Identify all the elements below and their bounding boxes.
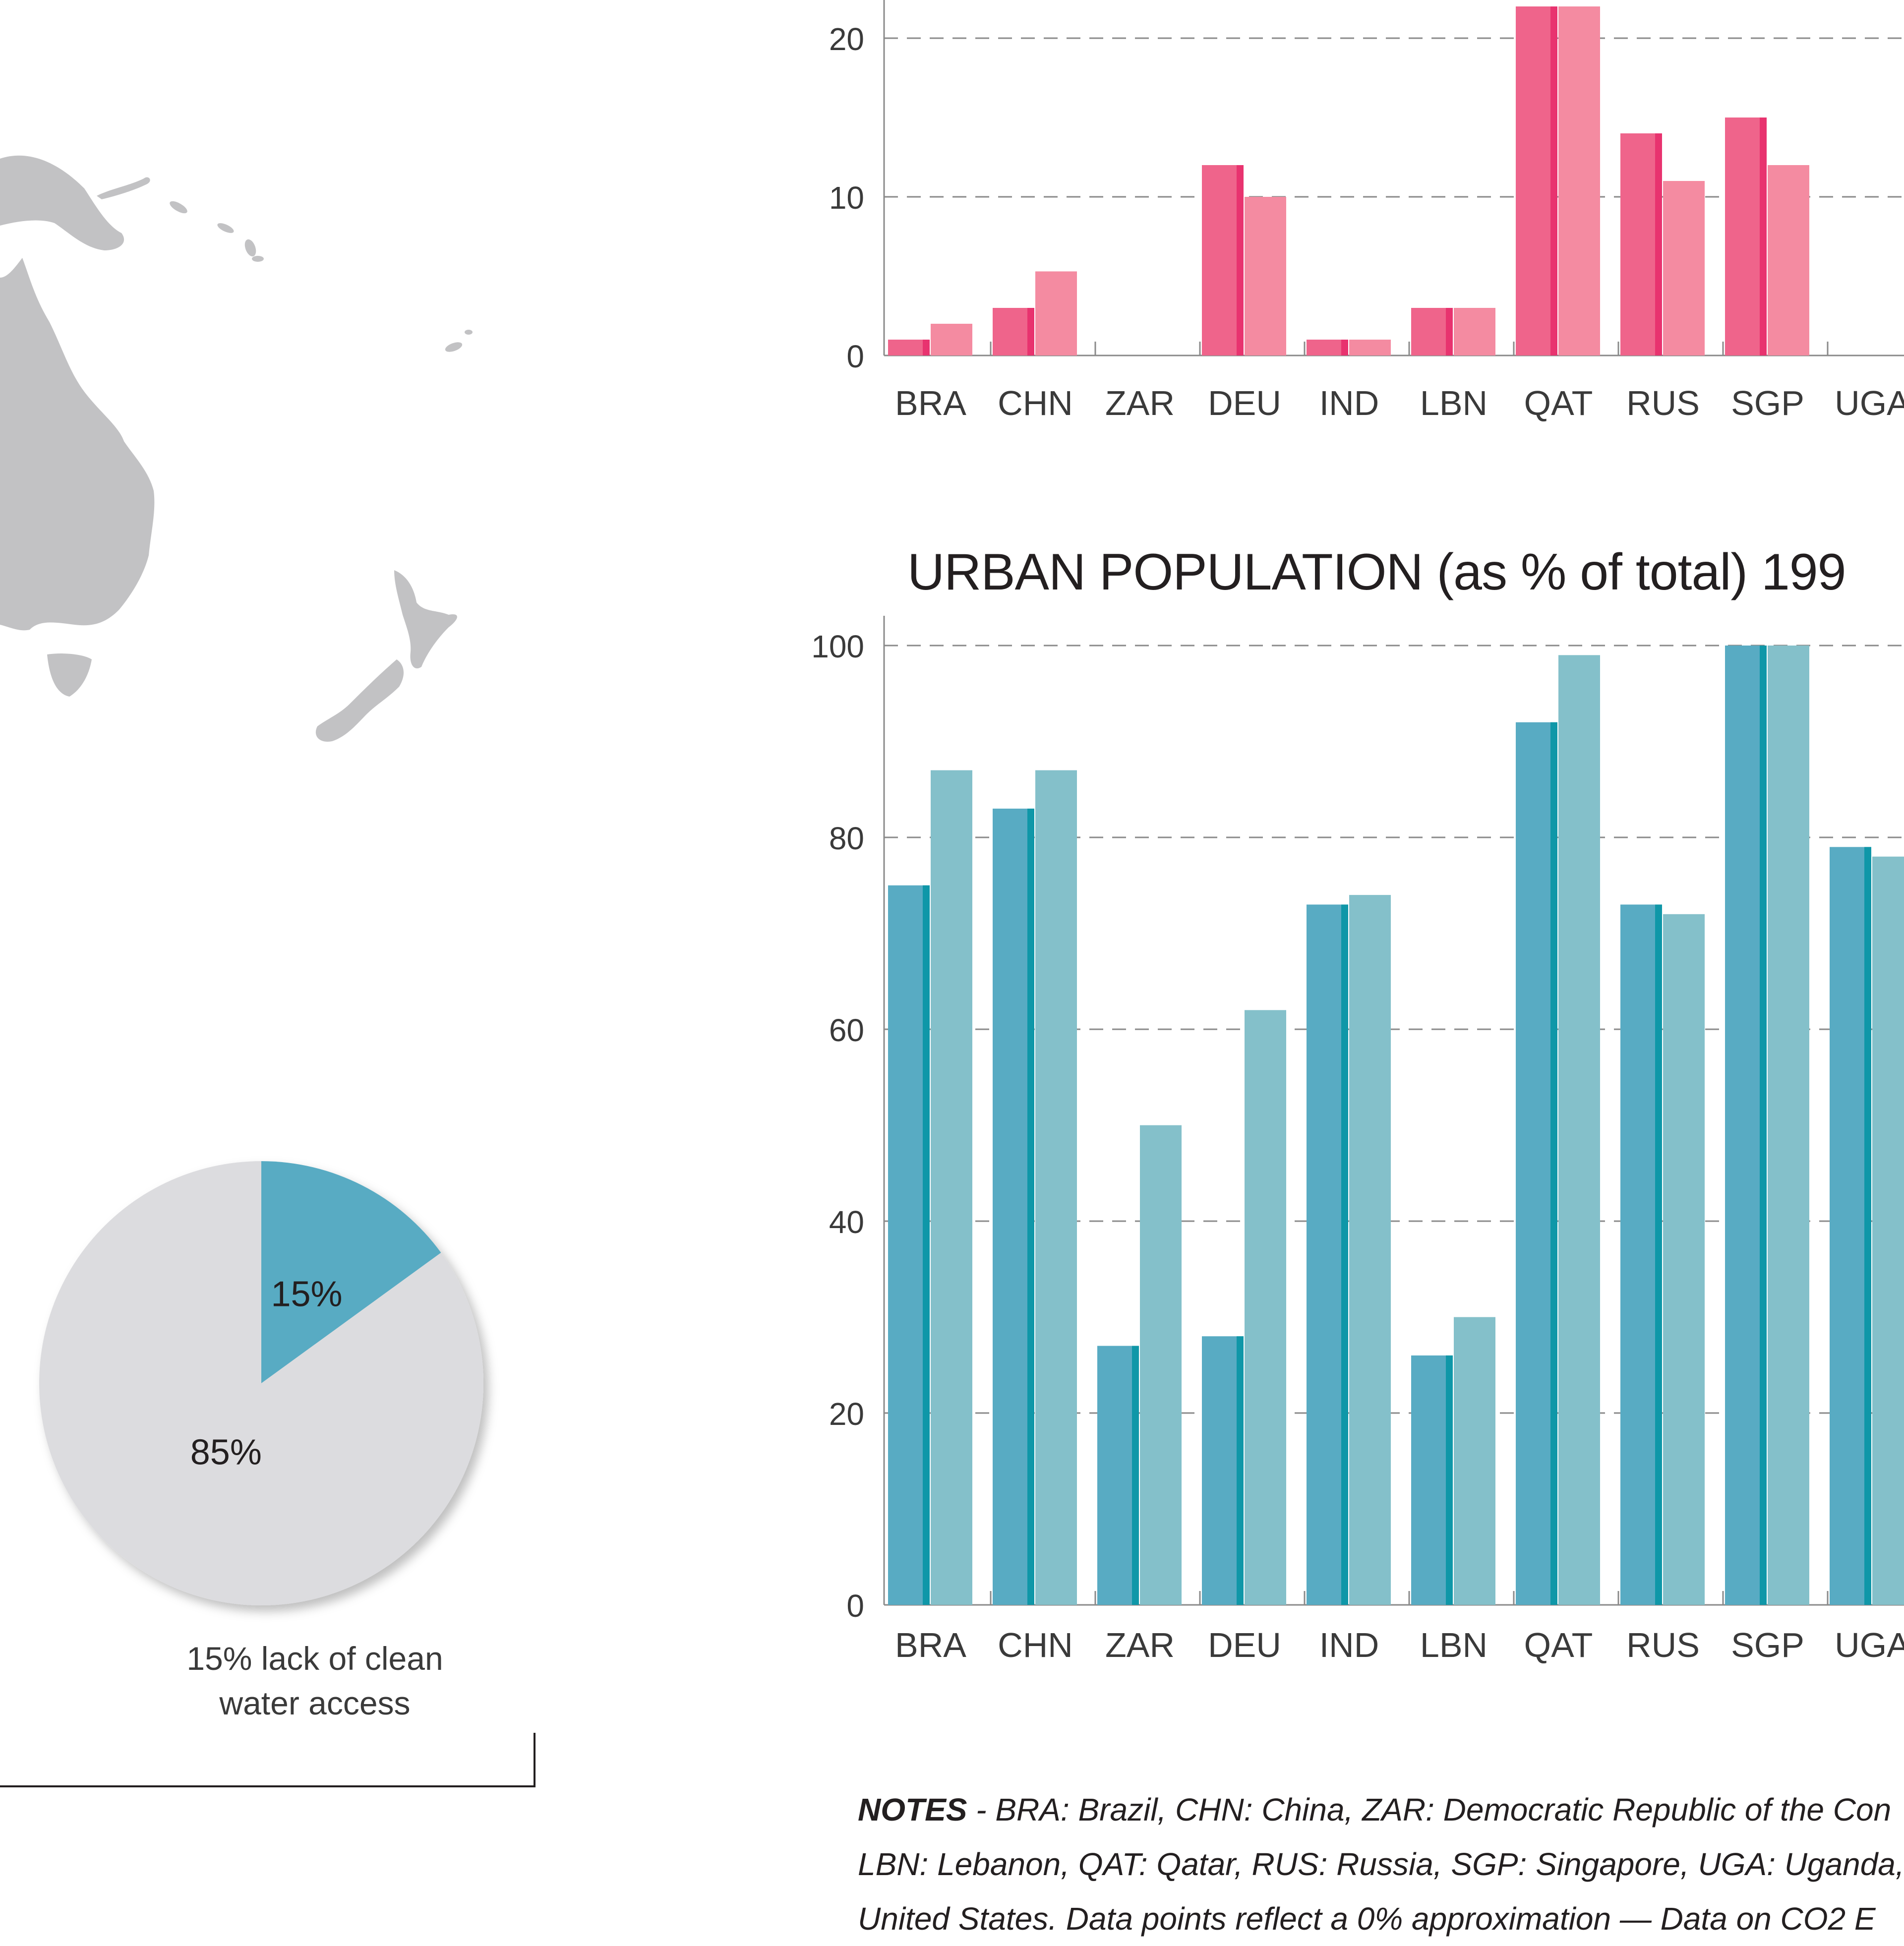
pie-slice	[261, 1161, 441, 1383]
bar-edge	[1550, 6, 1557, 355]
oceania-map	[0, 155, 473, 742]
notes-text: - BRA: Brazil, CHN: China, ZAR: Democrat…	[967, 1792, 1892, 1828]
bar-qat-series-2	[1558, 655, 1600, 1605]
notes-heading: NOTES	[858, 1792, 967, 1828]
bar-ind-series-2	[1349, 340, 1391, 355]
category-label: LBN	[1420, 384, 1488, 422]
y-tick-label: 0	[846, 1588, 864, 1624]
urban-population-bar-chart: 0 20 40 60 80 100 BRA CHN ZAR DEU IND LBN QAT RUS SGP U…	[811, 616, 1904, 1664]
category-label: QAT	[1524, 1626, 1593, 1664]
bar-uga-series-2	[1872, 856, 1904, 1605]
y-tick-label: 80	[829, 821, 864, 856]
bar-chn-series-2	[1035, 770, 1077, 1605]
y-tick-label: 60	[829, 1012, 864, 1048]
bar-zar-series-2	[1140, 1125, 1182, 1605]
section-bracket-line	[0, 1733, 536, 1787]
bar-edge	[1446, 1355, 1453, 1605]
notes-block: NOTES - BRA: Brazil, CHN: China, ZAR: De…	[858, 1782, 1904, 1946]
bar-edge	[1655, 133, 1662, 355]
category-label: DEU	[1208, 1626, 1281, 1664]
category-label: BRA	[895, 384, 966, 422]
clean-water-pie-chart	[39, 1161, 484, 1606]
bar-ind-series-2	[1349, 895, 1391, 1605]
bar-edge	[1027, 808, 1034, 1605]
new-zealand-south-shape	[315, 659, 404, 742]
y-tick-label: 0	[846, 339, 864, 374]
tasmania-shape	[47, 653, 92, 697]
island-shape	[465, 330, 473, 335]
urban-population-chart-title: URBAN POPULATION (as % of total) 199	[907, 543, 1846, 601]
category-label: BRA	[895, 1626, 966, 1664]
bar-edge	[1132, 1346, 1139, 1605]
bar-edge	[1027, 308, 1034, 355]
category-label: IND	[1319, 1626, 1379, 1664]
y-tick-label: 100	[811, 629, 864, 664]
bar-edge	[1341, 340, 1348, 355]
bar-lbn-series-2	[1454, 1317, 1495, 1605]
bar-rus-series-2	[1663, 181, 1705, 355]
category-label: UGA	[1835, 384, 1904, 422]
category-label: SGP	[1731, 384, 1804, 422]
category-label: ZAR	[1105, 384, 1175, 422]
category-label: LBN	[1420, 1626, 1488, 1664]
new-zealand-north-shape	[394, 570, 457, 669]
category-label: ZAR	[1105, 1626, 1175, 1664]
new-guinea-shape	[0, 155, 124, 250]
pie-slice-label: 15%	[271, 1274, 342, 1314]
category-label: CHN	[998, 1626, 1073, 1664]
pie-caption: 15% lack of clean water access	[129, 1636, 501, 1725]
island-shape	[170, 201, 187, 214]
notes-line: LBN: Lebanon, QAT: Qatar, RUS: Russia, S…	[858, 1846, 1904, 1882]
bar-edge	[1237, 1336, 1244, 1605]
category-label: CHN	[998, 384, 1073, 422]
category-label: RUS	[1626, 1626, 1700, 1664]
bar-deu-series-2	[1245, 1010, 1286, 1605]
island-shape	[445, 342, 463, 352]
bar-edge	[1550, 722, 1557, 1605]
bar-deu-series-2	[1245, 197, 1286, 355]
bar-edge	[1341, 904, 1348, 1605]
bar-sgp-series-2	[1768, 646, 1809, 1605]
y-tick-label: 40	[829, 1204, 864, 1240]
australia-shape	[0, 258, 155, 631]
islands-shape	[97, 177, 150, 199]
y-tick-label: 10	[829, 180, 864, 216]
bar-edge	[1655, 904, 1662, 1605]
bar-bra-series-2	[931, 324, 972, 355]
pie-slice-label: 85%	[190, 1433, 262, 1473]
top-bar-chart: 0 10 20 BRA CHN ZAR DEU IND LBN QAT RUS SGP UGA	[829, 0, 1904, 422]
category-label: RUS	[1626, 384, 1700, 422]
category-label: IND	[1319, 384, 1379, 422]
pie-caption-line: water access	[219, 1685, 411, 1721]
bar-qat-series-2	[1558, 6, 1600, 355]
bar-edge	[923, 885, 930, 1605]
bar-edge	[1237, 165, 1244, 355]
notes-line: NOTES - BRA: Brazil, CHN: China, ZAR: De…	[858, 1782, 1904, 1837]
island-shape	[252, 256, 264, 262]
bar-sgp-series-2	[1768, 165, 1809, 355]
bar-edge	[1760, 118, 1767, 355]
category-label: SGP	[1731, 1626, 1804, 1664]
pie-slice	[39, 1161, 484, 1606]
bar-edge	[1864, 847, 1871, 1605]
bar-rus-series-2	[1663, 914, 1705, 1605]
notes-line: United States. Data points reflect a 0% …	[858, 1901, 1876, 1937]
bar-lbn-series-2	[1454, 308, 1495, 355]
bar-edge	[923, 340, 930, 355]
pie-labels: 15% 85%	[190, 1274, 343, 1472]
category-label: UGA	[1835, 1626, 1904, 1664]
island-shape	[217, 223, 234, 233]
bar-edge	[1446, 308, 1453, 355]
bar-edge	[1760, 646, 1767, 1605]
bar-bra-series-2	[931, 770, 972, 1605]
y-tick-label: 20	[829, 21, 864, 57]
bar-chn-series-2	[1035, 271, 1077, 355]
island-shape	[244, 239, 256, 257]
pie-caption-line: 15% lack of clean	[186, 1640, 443, 1677]
y-tick-label: 20	[829, 1396, 864, 1432]
category-label: DEU	[1208, 384, 1281, 422]
infographic-canvas: 0 10 20 BRA CHN ZAR DEU IND LBN QAT RUS SGP UGA 0 20 4…	[0, 0, 1904, 1787]
category-label: QAT	[1524, 384, 1593, 422]
